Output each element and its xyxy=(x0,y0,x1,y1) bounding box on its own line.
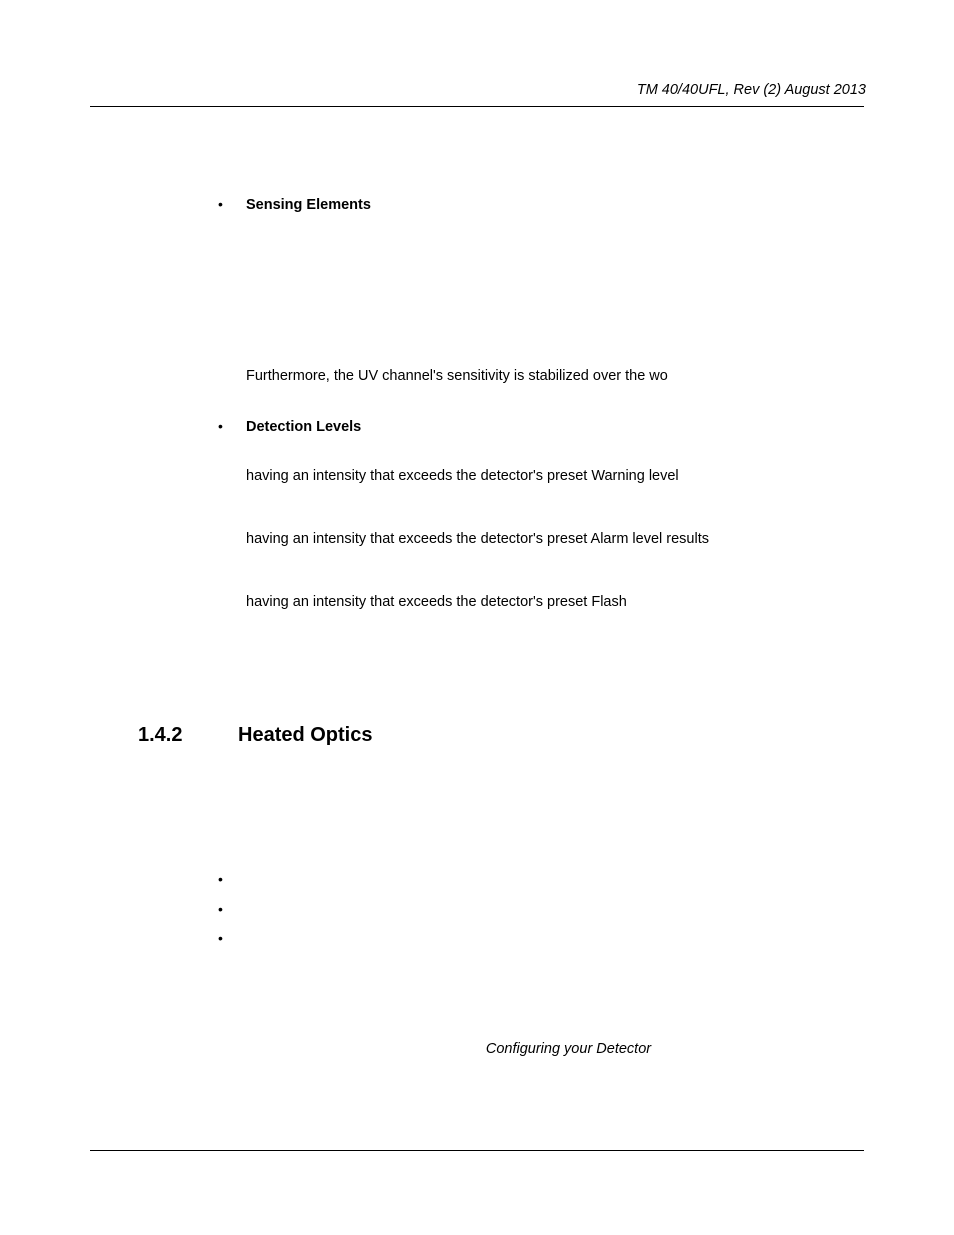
doc-reference: TM 40/40UFL, Rev (2) August 2013 xyxy=(637,82,866,98)
bullet-title: Detection Levels xyxy=(246,417,864,438)
cross-reference-text: Configuring your Detector xyxy=(486,1041,651,1057)
bullet-icon: • xyxy=(218,195,246,215)
bullet-detection-levels: • Detection Levels xyxy=(218,417,864,438)
paragraph-text: having an intensity that exceeds the det… xyxy=(246,529,864,550)
detection-levels-body: having an intensity that exceeds the det… xyxy=(218,466,864,613)
section-number: 1.4.2 xyxy=(138,721,238,750)
paragraph-text: having an intensity that exceeds the det… xyxy=(246,592,864,613)
section-heading: 1.4.2 Heated Optics xyxy=(218,721,864,750)
sensing-elements-body: Furthermore, the UV channel's sensitivit… xyxy=(218,366,864,387)
heated-optics-bullets: • • • xyxy=(218,870,864,949)
section-title: Heated Optics xyxy=(238,721,864,750)
page-header: TM 40/40UFL, Rev (2) August 2013 xyxy=(90,82,866,104)
footer-rule xyxy=(90,1150,864,1151)
bullet-sensing-elements: • Sensing Elements xyxy=(218,195,864,216)
paragraph-text: having an intensity that exceeds the det… xyxy=(246,466,864,487)
list-item: • xyxy=(218,870,864,890)
cross-reference: Configuring your Detector xyxy=(218,1039,864,1060)
bullet-icon: • xyxy=(218,417,246,437)
bullet-icon: • xyxy=(218,900,246,920)
bullet-title: Sensing Elements xyxy=(246,195,864,216)
page: TM 40/40UFL, Rev (2) August 2013 • Sensi… xyxy=(0,0,954,1235)
list-item: • xyxy=(218,929,864,949)
list-item: • xyxy=(218,900,864,920)
bullet-icon: • xyxy=(218,870,246,890)
bullet-icon: • xyxy=(218,929,246,949)
paragraph-text: Furthermore, the UV channel's sensitivit… xyxy=(246,368,668,384)
body-content: • Sensing Elements Furthermore, the UV c… xyxy=(90,107,864,1060)
